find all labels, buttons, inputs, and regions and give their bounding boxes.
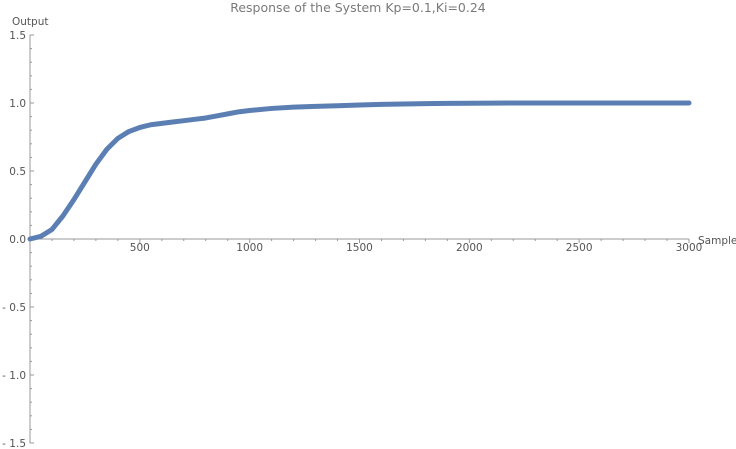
series-group bbox=[27, 100, 692, 242]
y-tick-label: - 0.5 bbox=[2, 302, 26, 314]
y-tick-label: 0.0 bbox=[9, 234, 26, 246]
chart-title: Response of the System Kp=0.1,Ki=0.24 bbox=[230, 0, 486, 15]
x-tick-label: 2500 bbox=[566, 242, 593, 254]
y-tick-label: 0.5 bbox=[9, 166, 26, 178]
y-tick-label: 1.0 bbox=[9, 98, 26, 110]
x-tick-label: 500 bbox=[130, 242, 150, 254]
x-tick-label: 1500 bbox=[346, 242, 373, 254]
x-tick-label: 1000 bbox=[236, 242, 263, 254]
series-line bbox=[27, 100, 692, 242]
y-tick-label: - 1.5 bbox=[2, 438, 26, 449]
y-tick-label: 1.5 bbox=[9, 30, 26, 42]
x-tick-label: 3000 bbox=[676, 242, 703, 254]
ticks: 500 1000 1500 2000 2500 3000 - 1.5 - 1.0 - 0.5 0.… bbox=[2, 30, 702, 449]
x-tick-label: 2000 bbox=[456, 242, 483, 254]
y-tick-label: - 1.0 bbox=[2, 370, 26, 382]
y-axis-label: Output bbox=[12, 16, 48, 28]
x-axis-label: Sample bbox=[698, 235, 736, 247]
